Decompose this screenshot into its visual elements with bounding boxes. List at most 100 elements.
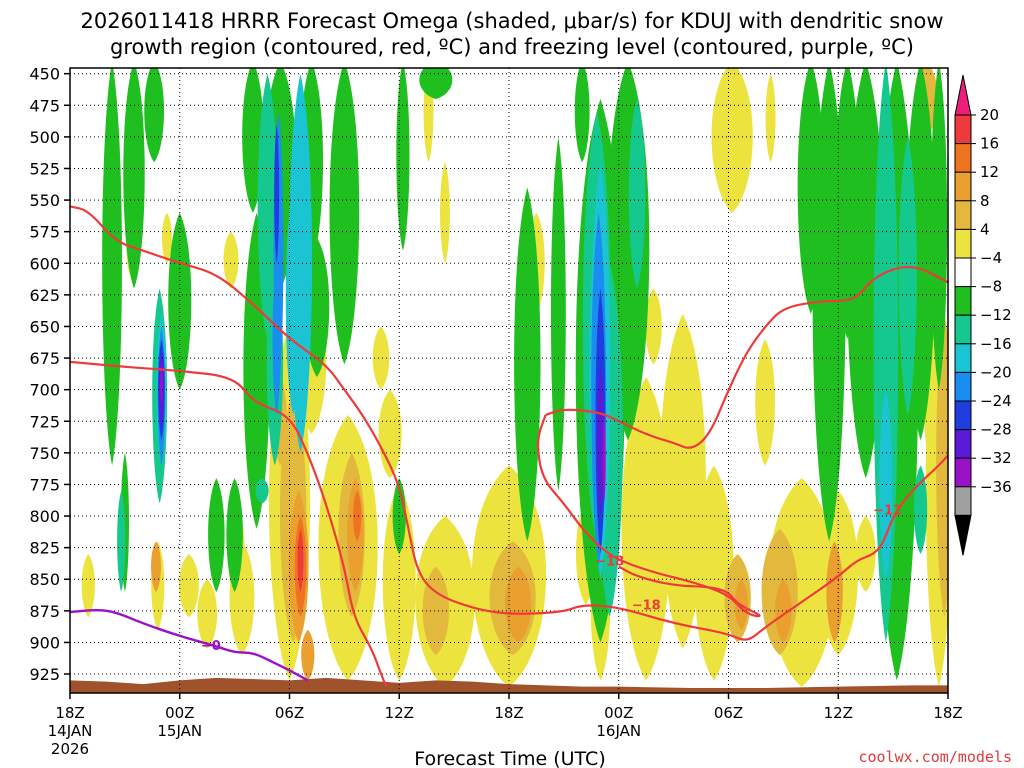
x-tick-label: 18Z bbox=[55, 704, 84, 722]
omega-sink-blob bbox=[301, 629, 315, 681]
y-tick-label: 700 bbox=[29, 381, 60, 400]
ground-fill bbox=[70, 677, 948, 693]
omega-rise-blob bbox=[117, 490, 126, 592]
dgz-contour-line bbox=[70, 205, 948, 641]
colorbar-cell bbox=[954, 143, 972, 173]
omega-sink-blob bbox=[81, 553, 95, 618]
y-tick-label: 450 bbox=[29, 65, 60, 84]
x-tick-label: 18Z bbox=[494, 704, 523, 722]
dgz-contour-line bbox=[545, 265, 948, 449]
y-tick-label: 775 bbox=[29, 475, 60, 494]
x-tick-label: 00Z bbox=[165, 704, 194, 722]
omega-sink-blob bbox=[197, 579, 218, 649]
gridlines bbox=[70, 68, 948, 693]
y-tick-label: 725 bbox=[29, 412, 60, 431]
colorbar-cell bbox=[954, 314, 972, 345]
contour-label-minus18-a: −18 bbox=[595, 554, 624, 569]
y-tick-label: 875 bbox=[29, 602, 60, 621]
omega-sink-blob bbox=[223, 231, 239, 289]
colorbar-cell bbox=[954, 257, 972, 288]
contour-label-freezing: −0 bbox=[201, 639, 221, 654]
colorbar-label: −36 bbox=[980, 478, 1012, 496]
y-tick-label: 850 bbox=[29, 570, 60, 589]
omega-sink-blob bbox=[775, 579, 792, 643]
contour-label-minus18-b: −18 bbox=[632, 599, 661, 614]
omega-rise-blob bbox=[274, 124, 280, 264]
omega-colorbar: 20 16 12 8 4 −4 −8 −12 −16 −20 −24 −28 −32 −36 bbox=[954, 74, 1012, 556]
colorbar-label: −16 bbox=[980, 335, 1012, 353]
colorbar-label: 4 bbox=[980, 220, 990, 238]
y-tick-label: 750 bbox=[29, 444, 60, 463]
omega-sink-blob bbox=[755, 339, 775, 466]
y-tick-label: 475 bbox=[29, 96, 60, 115]
omega-rise-blob bbox=[226, 478, 243, 592]
freezing-level-line bbox=[70, 609, 309, 682]
colorbar-cell bbox=[954, 200, 972, 230]
colorbar-cell bbox=[954, 228, 972, 259]
chart-title-line2: growth region (contoured, red, ºC) and f… bbox=[110, 35, 914, 59]
x-axis-label: Forecast Time (UTC) bbox=[414, 748, 605, 768]
y-tick-label: 800 bbox=[29, 507, 60, 526]
omega-sink-blob bbox=[440, 162, 450, 264]
omega-rise-blob bbox=[913, 465, 928, 554]
colorbar-cell bbox=[954, 286, 972, 316]
omega-rise-blob bbox=[208, 478, 225, 592]
colorbar-label: −32 bbox=[980, 449, 1012, 467]
colorbar-label: −8 bbox=[980, 278, 1002, 296]
colorbar-label: 8 bbox=[980, 192, 990, 210]
y-tick-label: 650 bbox=[29, 317, 60, 336]
omega-sink-blob bbox=[765, 73, 776, 163]
y-tick-label: 550 bbox=[29, 191, 60, 210]
colorbar-cell bbox=[954, 114, 972, 145]
colorbar-label: −12 bbox=[980, 306, 1012, 324]
omega-sink-blob bbox=[422, 566, 450, 656]
omega-rise-blob bbox=[898, 136, 917, 415]
x-tick-date: 16JAN bbox=[596, 722, 641, 740]
omega-sink-blob bbox=[382, 484, 416, 681]
colorbar-bottom-arrow bbox=[954, 514, 972, 556]
omega-sink-blob bbox=[711, 68, 753, 213]
y-tick-label: 525 bbox=[29, 159, 60, 178]
omega-rise-blob bbox=[123, 68, 145, 289]
colorbar-label: 20 bbox=[980, 106, 999, 124]
chart-title-line1: 2026011418 HRRR Forecast Omega (shaded, … bbox=[80, 9, 943, 33]
x-tick-label: 12Z bbox=[824, 704, 853, 722]
omega-sink-blob bbox=[297, 528, 304, 592]
colorbar-cell bbox=[954, 343, 972, 373]
colorbar-cell bbox=[954, 486, 972, 516]
x-tick-label: 00Z bbox=[604, 704, 633, 722]
omega-rise-blob bbox=[257, 73, 278, 340]
omega-rise-blob bbox=[160, 364, 163, 403]
y-tick-label: 675 bbox=[29, 349, 60, 368]
omega-rise-blob bbox=[168, 212, 192, 390]
terrain-ground bbox=[70, 677, 948, 693]
omega-sink-blob bbox=[855, 516, 876, 592]
omega-rise-blob bbox=[272, 263, 281, 415]
omega-sink-blob bbox=[353, 490, 362, 542]
omega-rise-blob bbox=[514, 187, 541, 542]
y-tick-label: 825 bbox=[29, 539, 60, 558]
colorbar-cell bbox=[954, 400, 972, 431]
x-tick-date: 14JAN bbox=[48, 722, 93, 740]
omega-rise-blob bbox=[329, 68, 360, 365]
credit-link[interactable]: coolwx.com/models bbox=[858, 748, 1012, 766]
x-tick-label: 06Z bbox=[275, 704, 304, 722]
colorbar-cell bbox=[954, 371, 972, 402]
omega-rise-blob bbox=[574, 68, 590, 163]
colorbar-label: −28 bbox=[980, 421, 1012, 439]
omega-rise-blob bbox=[597, 364, 604, 517]
omega-sink-blob bbox=[694, 465, 734, 681]
colorbar-cell bbox=[954, 171, 972, 202]
contour-labels: −12 −18 −18 −0 bbox=[201, 504, 902, 654]
x-tick-date: 15JAN bbox=[157, 722, 202, 740]
y-axis-pressure-ticks: 450 475 500 525 550 575 600 625 650 675 700 725 750 7… bbox=[29, 65, 70, 684]
omega-rise-blob bbox=[930, 68, 948, 390]
colorbar-top-arrow bbox=[954, 74, 972, 116]
omega-rise-blob bbox=[602, 414, 606, 504]
omega-rise-blob bbox=[628, 98, 646, 289]
contour-label-minus12: −12 bbox=[873, 504, 902, 519]
dgz-contour-line bbox=[537, 414, 761, 618]
dgz-contour-line bbox=[70, 360, 388, 688]
x-tick-label: 18Z bbox=[933, 704, 962, 722]
